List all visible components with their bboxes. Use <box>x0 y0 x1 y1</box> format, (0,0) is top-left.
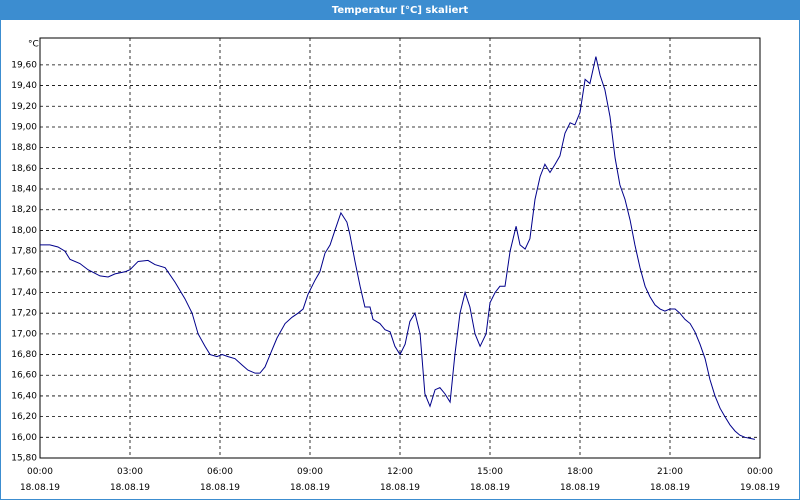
y-tick-label: 19,60 <box>11 60 37 70</box>
y-tick-label: 17,20 <box>11 309 37 319</box>
chart-title: Temperatur [°C] skaliert <box>332 5 469 16</box>
y-unit: °C <box>28 40 39 50</box>
y-tick-label: 16,40 <box>11 391 37 401</box>
y-tick-label: 17,80 <box>11 247 37 257</box>
y-tick-label: 16,20 <box>11 412 37 422</box>
y-tick-label: 17,40 <box>11 288 37 298</box>
x-tick-label: 00:00 19.08.19 <box>740 467 780 493</box>
y-tick-label: 18,00 <box>11 226 37 236</box>
y-tick-label: 19,00 <box>11 122 37 132</box>
y-tick-label: 18,40 <box>11 185 37 195</box>
y-tick-label: 17,00 <box>11 329 37 339</box>
x-tick-label: 00:00 18.08.19 <box>20 467 60 493</box>
y-tick-label: 19,20 <box>11 102 37 112</box>
temperature-line <box>40 56 756 440</box>
y-tick-label: 18,60 <box>11 164 37 174</box>
y-tick-label: 17,60 <box>11 267 37 277</box>
y-tick-label: 19,40 <box>11 81 37 91</box>
x-tick-label: 03:00 18.08.19 <box>110 467 150 493</box>
x-tick-label: 12:00 18.08.19 <box>380 467 420 493</box>
y-tick-label: 18,80 <box>11 143 37 153</box>
y-tick-label: 16,80 <box>11 350 37 360</box>
y-tick-label: 16,00 <box>11 433 37 443</box>
y-tick-label: 16,60 <box>11 371 37 381</box>
y-tick-label: 15,80 <box>11 454 37 464</box>
x-tick-label: 21:00 18.08.19 <box>650 467 690 493</box>
y-tick-label: 18,20 <box>11 205 37 215</box>
x-tick-label: 18:00 18.08.19 <box>560 467 600 493</box>
x-tick-label: 15:00 18.08.19 <box>470 467 510 493</box>
x-tick-label: 06:00 18.08.19 <box>200 467 240 493</box>
x-tick-label: 09:00 18.08.19 <box>290 467 330 493</box>
